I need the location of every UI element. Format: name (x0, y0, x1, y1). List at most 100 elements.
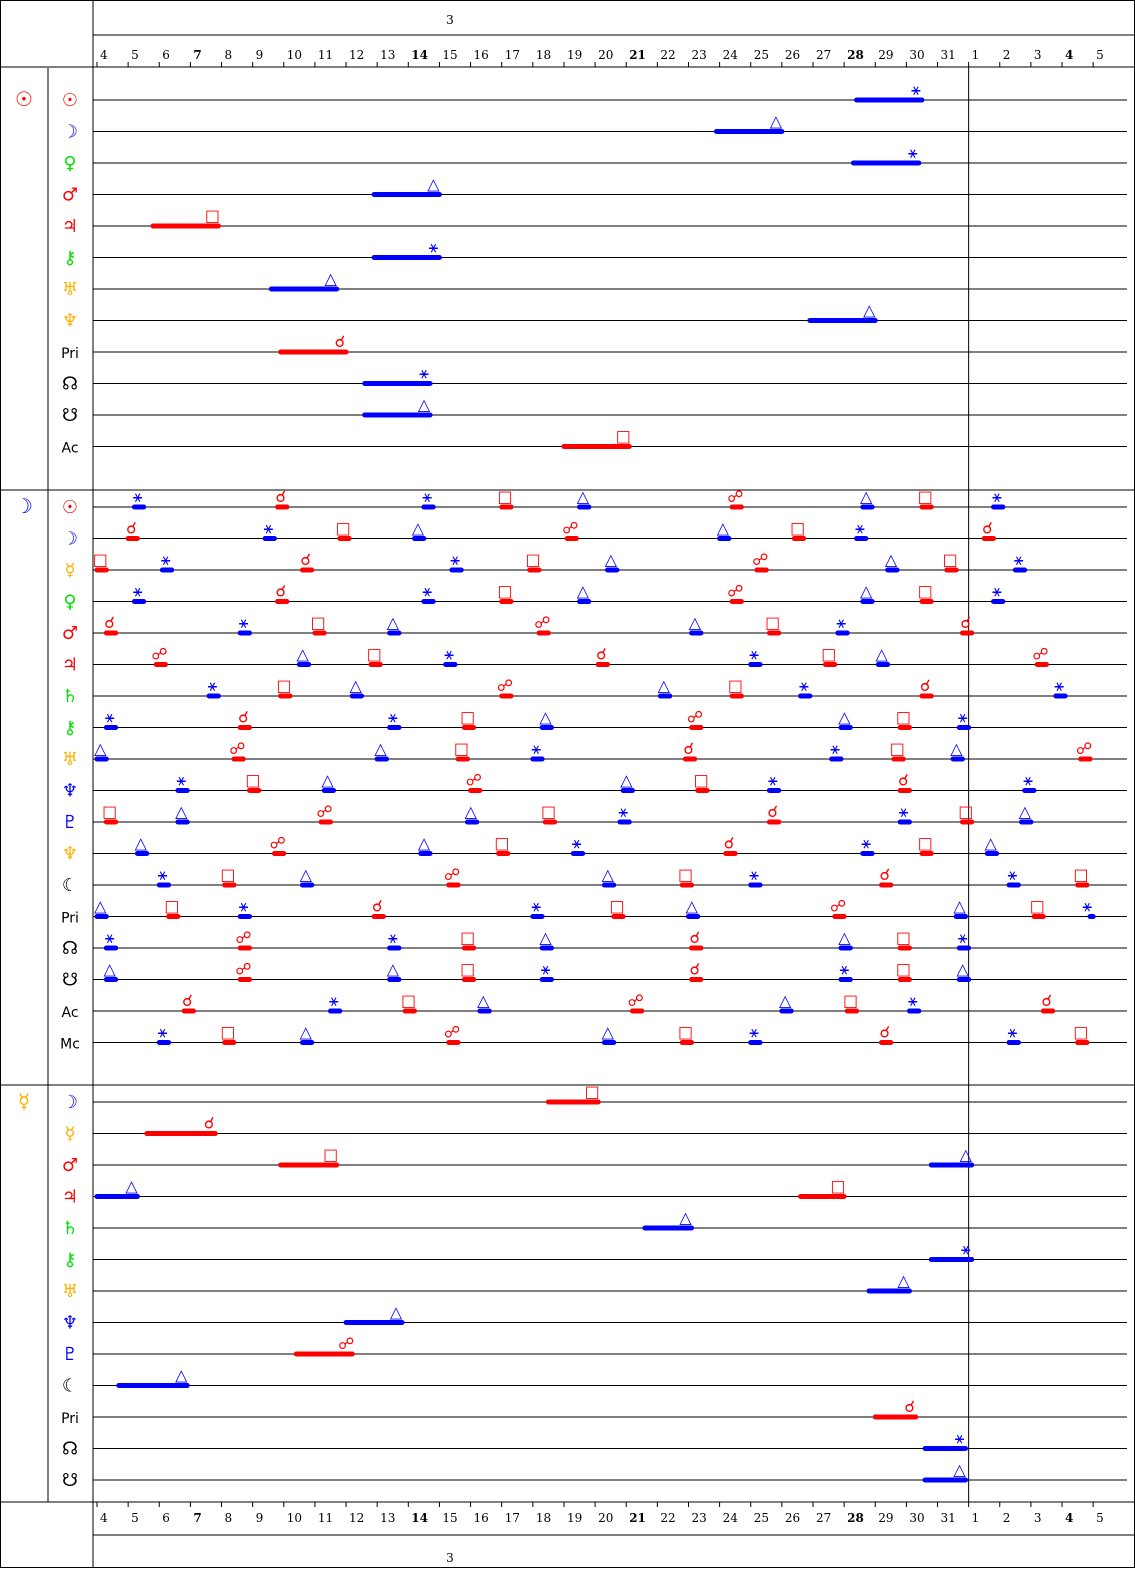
aspect-symbol: □ (918, 834, 933, 853)
aspect-symbol: ⚹ (105, 708, 115, 727)
aspect-symbol: □ (790, 519, 805, 538)
aspect-symbol: ⚹ (1082, 897, 1092, 916)
aspect-symbol: △ (860, 582, 873, 601)
aspect-symbol: □ (943, 550, 958, 569)
bottom-axis-tick-label: 1 (972, 1511, 980, 1525)
natal-point-label: ☿ (64, 1124, 75, 1145)
aspect-symbol: ☌ (898, 771, 909, 790)
natal-point-label: ☾ (62, 1376, 78, 1397)
bottom-axis-tick-label: 21 (629, 1511, 646, 1525)
aspect-symbol: ⚹ (1054, 676, 1064, 695)
top-axis-tick-label: 21 (629, 48, 646, 62)
bottom-axis-tick-label: 19 (567, 1511, 582, 1525)
aspect-symbol: □ (367, 645, 382, 664)
aspect-symbol: △ (300, 1023, 313, 1042)
aspect-symbol: △ (953, 897, 966, 916)
natal-point-label: ☽ (62, 122, 78, 143)
aspect-symbol: ⚹ (429, 238, 439, 257)
aspect-symbol: ⚹ (992, 582, 1002, 601)
bottom-axis-tick-label: 14 (411, 1511, 428, 1525)
bottom-axis-tick-label: 5 (131, 1511, 139, 1525)
aspect-symbol: ⚹ (1008, 1023, 1018, 1042)
aspect-symbol: □ (678, 1023, 693, 1042)
aspect-symbol: ☌ (879, 865, 890, 884)
natal-point-label: ♆ (62, 311, 78, 332)
aspect-symbol: ⚹ (992, 487, 1002, 506)
aspect-symbol: ⚹ (840, 960, 850, 979)
top-axis-tick-label: 19 (567, 48, 582, 62)
aspect-symbol: □ (918, 582, 933, 601)
natal-point-label: ♇ (62, 812, 78, 833)
bottom-axis-tick-label: 24 (723, 1511, 739, 1525)
bottom-axis-tick-label: 30 (909, 1511, 924, 1525)
top-axis-tick-label: 23 (691, 48, 706, 62)
natal-point-label: ♆ (62, 1313, 78, 1334)
aspect-symbol: □ (323, 1145, 338, 1164)
aspect-symbol: □ (831, 1177, 846, 1196)
bottom-date-axis: 3 4 5 6 7 8 9 10 11 12 13 14 15 16 17 18 19 20 21 22 23 24 25… (96, 1502, 1104, 1565)
aspect-symbol: ⚹ (105, 928, 115, 947)
aspect-symbol: □ (896, 960, 911, 979)
natal-point-label: ♂ (62, 185, 78, 206)
aspect-symbol: □ (454, 739, 469, 758)
top-axis-tick-label: 1 (972, 48, 980, 62)
top-month-label: 3 (446, 13, 454, 27)
aspect-symbol: ☍ (497, 676, 513, 695)
aspect-symbol: △ (863, 301, 876, 320)
natal-point-label: ☊ (62, 938, 78, 959)
aspect-symbol: □ (1030, 897, 1045, 916)
aspect-symbol: ⚹ (422, 582, 432, 601)
top-axis-tick-label: 5 (131, 48, 139, 62)
aspect-symbol: □ (102, 802, 117, 821)
aspect-symbol: ⚹ (239, 897, 249, 916)
aspect-symbol: ⚹ (239, 613, 249, 632)
aspect-symbol: ☌ (683, 739, 694, 758)
aspect-symbol: ☌ (960, 613, 971, 632)
aspect-symbol: ☌ (335, 332, 346, 351)
aspect-symbol: ⚹ (572, 834, 582, 853)
aspect-symbol: △ (985, 834, 998, 853)
aspect-symbol: ⚹ (176, 771, 186, 790)
bottom-axis-tick-label: 15 (442, 1511, 457, 1525)
natal-point-label: ♀ (63, 153, 76, 174)
aspect-symbol: △ (577, 487, 590, 506)
aspect-symbol: □ (610, 897, 625, 916)
aspect-symbol: ⚹ (908, 991, 918, 1010)
aspect-symbol: △ (175, 802, 188, 821)
aspect-symbol: △ (349, 676, 362, 695)
aspect-symbol: ☌ (1041, 991, 1052, 1010)
aspect-symbol: △ (465, 802, 478, 821)
aspect-symbol: △ (539, 708, 552, 727)
aspect-symbol: △ (953, 1460, 966, 1479)
natal-point-label: ☾ (62, 875, 78, 896)
aspect-symbol: ⚹ (158, 1023, 168, 1042)
top-axis-tick-label: 7 (193, 48, 201, 62)
aspect-symbol: □ (497, 487, 512, 506)
aspect-symbol: ⚹ (911, 80, 921, 99)
natal-point-label: ♅ (62, 749, 78, 770)
aspect-symbol: □ (164, 897, 179, 916)
bottom-axis-tick-label: 28 (847, 1511, 864, 1525)
aspect-symbol: △ (950, 739, 963, 758)
aspect-symbol: ☌ (126, 519, 137, 538)
bottom-axis-tick-label: 5 (1096, 1511, 1104, 1525)
aspect-symbol: △ (387, 960, 400, 979)
natal-point-label: Mc (60, 1037, 80, 1053)
aspect-symbol: □ (765, 613, 780, 632)
aspect-symbol: □ (616, 427, 631, 446)
aspect-symbol: ☍ (151, 645, 167, 664)
aspect-symbol: △ (427, 175, 440, 194)
transit-planet-symbol: ☿ (18, 1089, 30, 1113)
natal-point-label: ☽ (62, 1092, 78, 1113)
bottom-axis-tick-label: 6 (162, 1511, 170, 1525)
aspect-symbol: ☌ (596, 645, 607, 664)
bottom-axis-tick-label: 16 (474, 1511, 489, 1525)
aspect-symbol: ☌ (767, 802, 778, 821)
aspect-symbol: △ (135, 834, 148, 853)
top-axis-tick-label: 3 (1034, 48, 1042, 62)
aspect-symbol: ⚹ (419, 364, 429, 383)
aspect-symbol: ⚹ (264, 519, 274, 538)
aspect-symbol: △ (94, 739, 107, 758)
bottom-axis-tick-label: 26 (785, 1511, 800, 1525)
aspect-symbol: ☌ (879, 1023, 890, 1042)
